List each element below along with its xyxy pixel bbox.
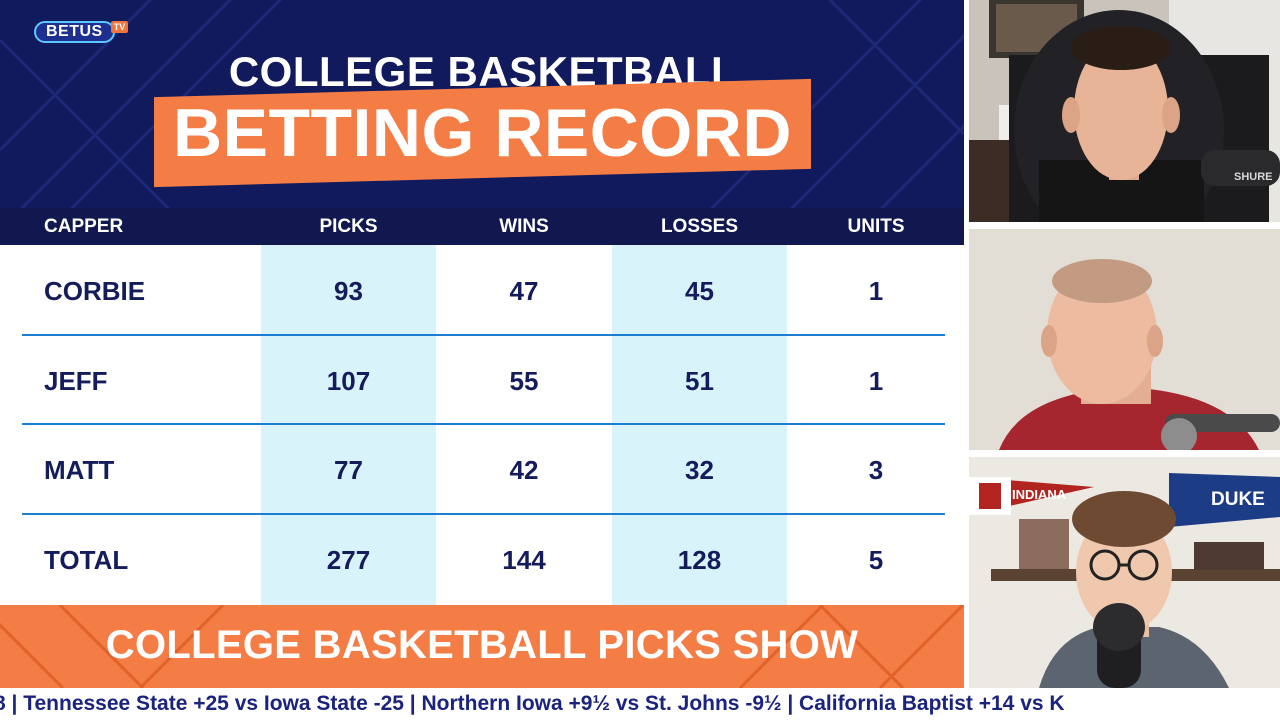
duke-pennant-text: DUKE [1211, 489, 1265, 510]
capper-name: CORBIE [44, 276, 146, 306]
webcam-column: SHURE INDIANA DUKE [964, 0, 1280, 688]
losses-value: 45 [685, 276, 714, 306]
picks-value: 277 [326, 545, 371, 575]
losses-column-shade [612, 245, 787, 605]
webcam-feed-middle [969, 229, 1280, 450]
record-table: CORBIE 93 47 45 1 JEFF 107 55 51 1 MATT … [0, 245, 964, 605]
webcam-feed-bottom: INDIANA DUKE [969, 457, 1280, 688]
show-title: COLLEGE BASKETBALL PICKS SHOW [105, 623, 859, 667]
header-losses: LOSSES [660, 216, 739, 237]
losses-value: 128 [677, 545, 722, 575]
webcam-feed-top: SHURE [969, 0, 1280, 222]
units-value: 5 [868, 545, 884, 575]
title-line-2: BETTING RECORD [173, 95, 792, 171]
header-background: BETUS TV COLLEGE BASKETBALL BETTING RECO… [0, 0, 964, 208]
units-value: 1 [868, 276, 884, 306]
indiana-pennant-text: INDIANA [1012, 487, 1067, 502]
mic-brand-label: SHURE [1234, 171, 1273, 183]
logo-suffix: TV [110, 21, 129, 33]
capper-name: TOTAL [44, 545, 129, 575]
betus-tv-logo: BETUS TV [34, 21, 129, 43]
footer-stripes [0, 605, 964, 688]
losses-value: 32 [685, 455, 714, 485]
wins-value: 47 [509, 276, 539, 306]
capper-name: JEFF [44, 366, 108, 396]
picks-column-shade [261, 245, 436, 605]
capper-name: MATT [44, 455, 115, 485]
row-divider [22, 513, 945, 515]
wins-value: 55 [509, 366, 539, 396]
row-divider [22, 423, 945, 425]
losses-value: 51 [685, 366, 714, 396]
ticker-text: 8 | Tennessee State +25 vs Iowa State -2… [0, 692, 1065, 715]
scoreboard-graphic: BETUS TV COLLEGE BASKETBALL BETTING RECO… [0, 0, 964, 688]
host-video-3: INDIANA DUKE [969, 457, 1280, 688]
table-row: CORBIE 93 47 45 1 [0, 245, 964, 334]
row-divider [22, 334, 945, 336]
table-header-row: CAPPER PICKS WINS LOSSES UNITS [0, 208, 964, 245]
header-capper: CAPPER [44, 216, 124, 237]
host-video-1: SHURE [969, 0, 1280, 222]
header-units: UNITS [847, 216, 905, 237]
units-value: 1 [868, 366, 884, 396]
table-row-total: TOTAL 277 144 128 5 [0, 514, 964, 603]
show-title-banner: COLLEGE BASKETBALL PICKS SHOW [0, 605, 964, 688]
header-wins: WINS [499, 216, 549, 237]
picks-value: 107 [326, 366, 371, 396]
host-video-2 [969, 229, 1280, 450]
wins-value: 144 [502, 545, 546, 575]
header-picks: PICKS [319, 216, 378, 237]
odds-ticker: 8 | Tennessee State +25 vs Iowa State -2… [0, 688, 1280, 720]
table-row: MATT 77 42 32 3 [0, 424, 964, 513]
logo-brand: BETUS [34, 21, 115, 43]
table-row: JEFF 107 55 51 1 [0, 335, 964, 424]
units-value: 3 [868, 455, 884, 485]
picks-value: 77 [334, 455, 363, 485]
picks-value: 93 [334, 276, 363, 306]
wins-value: 42 [509, 455, 539, 485]
